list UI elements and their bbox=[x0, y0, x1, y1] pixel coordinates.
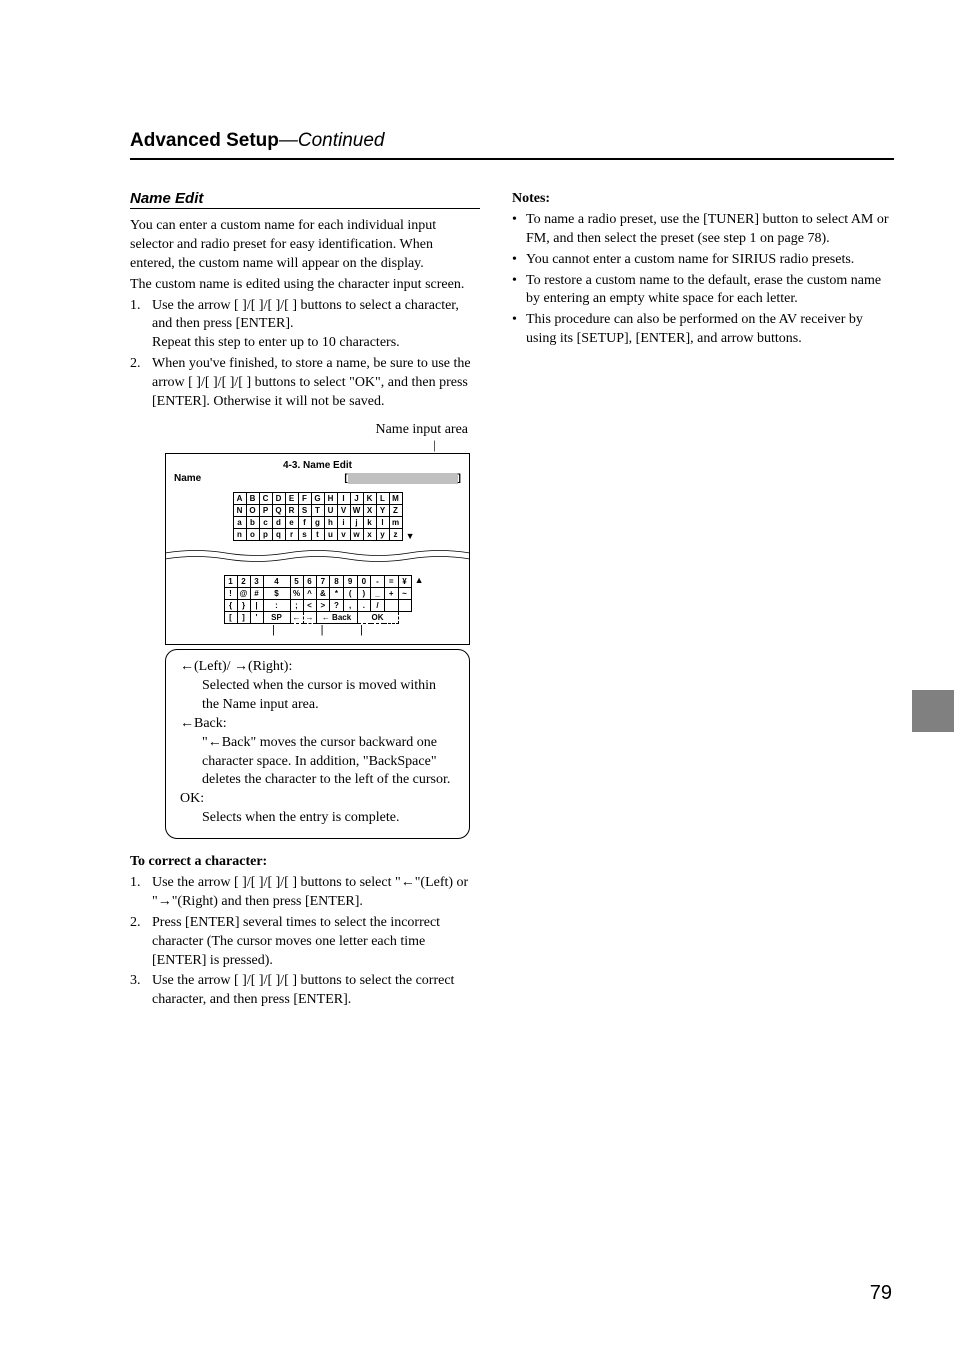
back-label: ←Back: bbox=[180, 715, 455, 734]
list-item: 1.Use the arrow [ ]/[ ]/[ ]/[ ] buttons … bbox=[130, 297, 480, 354]
onscreen-keyboard-diagram: 4-3. Name Edit Name [] ABCDEFGHIJKLM NOP… bbox=[165, 453, 470, 645]
name-edit-heading: Name Edit bbox=[130, 190, 480, 209]
menu-title: 4-3. Name Edit bbox=[174, 460, 461, 471]
lr-body: Selected when the cursor is moved within… bbox=[202, 677, 455, 715]
keyboard-table-lower: 1234567890-=¥ !@#$%^&*()_+~ {}|:;<>?,./ … bbox=[224, 575, 412, 624]
list-item: •To name a radio preset, use the [TUNER]… bbox=[512, 211, 894, 249]
back-body: "←Back" moves the cursor backward one ch… bbox=[202, 734, 455, 791]
keyboard-table-upper: ABCDEFGHIJKLM NOPQRSTUVWXYZ abcdefghijkl… bbox=[233, 492, 403, 541]
correct-step-1: Use the arrow [ ]/[ ]/[ ]/[ ] buttons to… bbox=[152, 874, 480, 912]
header-dash: — bbox=[279, 130, 298, 151]
step-2: When you've finished, to store a name, b… bbox=[152, 355, 480, 412]
correct-step-2: Press [ENTER] several times to select th… bbox=[152, 914, 480, 971]
header-continued: Continued bbox=[298, 130, 385, 151]
note-2: You cannot enter a custom name for SIRIU… bbox=[526, 251, 894, 270]
correct-char-heading: To correct a character: bbox=[130, 853, 480, 872]
ok-key: OK bbox=[357, 612, 398, 624]
leader-lines: | | | bbox=[174, 625, 461, 636]
list-item: •You cannot enter a custom name for SIRI… bbox=[512, 251, 894, 270]
leader-line: | bbox=[130, 438, 436, 451]
chevron-down-icon: ▼ bbox=[406, 531, 415, 541]
list-item: 2.Press [ENTER] several times to select … bbox=[130, 914, 480, 971]
list-item: •This procedure can also be performed on… bbox=[512, 311, 894, 349]
name-field-label: Name bbox=[174, 473, 201, 484]
intro-paragraph-2: The custom name is edited using the char… bbox=[130, 276, 480, 295]
step-1b: Repeat this step to enter up to 10 chara… bbox=[152, 335, 400, 350]
keyboard-lower: 1234567890-=¥ !@#$%^&*()_+~ {}|:;<>?,./ … bbox=[174, 575, 461, 624]
notes-list: •To name a radio preset, use the [TUNER]… bbox=[512, 211, 894, 349]
header-section: Advanced Setup bbox=[130, 130, 279, 151]
name-field-row: Name [] bbox=[174, 473, 461, 484]
name-input-box: [] bbox=[344, 473, 461, 484]
step-1a: Use the arrow [ ]/[ ]/[ ]/[ ] buttons to… bbox=[152, 298, 459, 332]
keyboard-upper: ABCDEFGHIJKLM NOPQRSTUVWXYZ abcdefghijkl… bbox=[174, 492, 461, 541]
note-1: To name a radio preset, use the [TUNER] … bbox=[526, 211, 894, 249]
chevron-up-icon: ▲ bbox=[415, 575, 424, 585]
lr-label: ←(Left)/ →(Right): bbox=[180, 658, 455, 677]
list-item: 1.Use the arrow [ ]/[ ]/[ ]/[ ] buttons … bbox=[130, 874, 480, 912]
ok-label: OK: bbox=[180, 790, 455, 809]
list-item: •To restore a custom name to the default… bbox=[512, 272, 894, 310]
ok-body: Selects when the entry is complete. bbox=[202, 809, 455, 828]
back-key: ← Back bbox=[316, 612, 357, 624]
sp-key: SP bbox=[263, 612, 290, 624]
notes-heading: Notes: bbox=[512, 190, 894, 209]
note-3: To restore a custom name to the default,… bbox=[526, 272, 894, 310]
correct-step-3: Use the arrow [ ]/[ ]/[ ]/[ ] buttons to… bbox=[152, 972, 480, 1010]
list-item: 2.When you've finished, to store a name,… bbox=[130, 355, 480, 412]
page-header: Advanced Setup—Continued bbox=[130, 130, 894, 160]
section-tab bbox=[912, 690, 954, 732]
steps-list: 1.Use the arrow [ ]/[ ]/[ ]/[ ] buttons … bbox=[130, 297, 480, 412]
intro-paragraph-1: You can enter a custom name for each ind… bbox=[130, 217, 480, 274]
correct-steps-list: 1.Use the arrow [ ]/[ ]/[ ]/[ ] buttons … bbox=[130, 874, 480, 1010]
note-4: This procedure can also be performed on … bbox=[526, 311, 894, 349]
torn-edge-divider bbox=[165, 545, 470, 567]
list-item: 3.Use the arrow [ ]/[ ]/[ ]/[ ] buttons … bbox=[130, 972, 480, 1010]
page-number: 79 bbox=[870, 1282, 892, 1305]
explain-box: ←(Left)/ →(Right): Selected when the cur… bbox=[165, 649, 470, 839]
name-input-area-label: Name input area bbox=[130, 422, 468, 438]
